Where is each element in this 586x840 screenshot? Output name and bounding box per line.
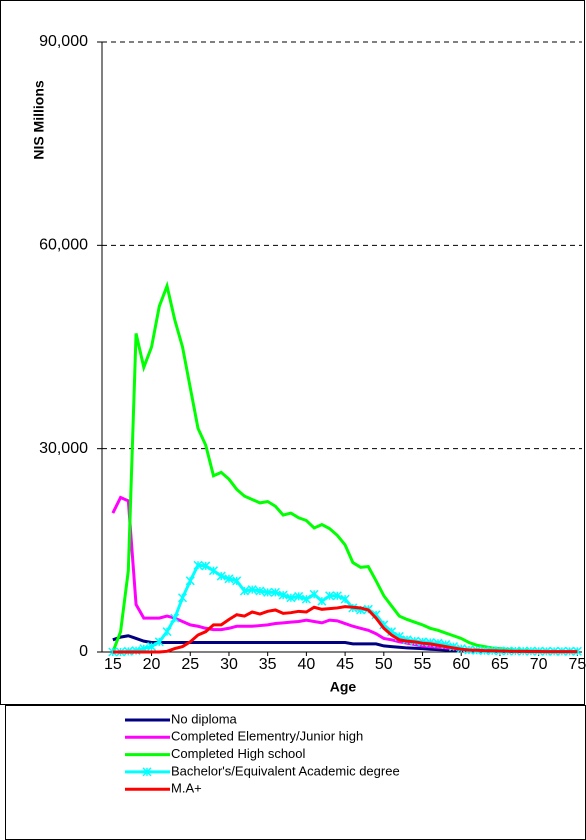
series-marker bbox=[294, 591, 304, 601]
legend-label: No diploma bbox=[171, 711, 238, 726]
legend-label: Bachelor's/Equivalent Academic degree bbox=[171, 763, 400, 778]
x-tick-label: 15 bbox=[104, 656, 122, 673]
series-marker bbox=[224, 574, 234, 584]
x-tick-label: 25 bbox=[181, 656, 199, 673]
series-line bbox=[112, 605, 578, 654]
series-marker bbox=[255, 586, 265, 596]
x-tick-label: 65 bbox=[491, 656, 509, 673]
series-marker bbox=[239, 586, 249, 596]
series-marker bbox=[232, 576, 242, 586]
x-tick-label: 50 bbox=[375, 656, 393, 673]
series-marker bbox=[162, 627, 172, 637]
x-tick-label: 45 bbox=[336, 656, 354, 673]
series-marker bbox=[216, 571, 226, 581]
x-tick-label: 70 bbox=[530, 656, 548, 673]
x-tick-label: 20 bbox=[143, 656, 161, 673]
legend-label: M.A+ bbox=[171, 781, 202, 796]
series-marker bbox=[185, 576, 195, 586]
x-tick-label: 35 bbox=[259, 656, 277, 673]
x-axis-label: Age bbox=[330, 679, 357, 695]
y-tick-label: 0 bbox=[79, 643, 88, 660]
legend-box bbox=[5, 705, 586, 840]
series-marker bbox=[147, 642, 157, 652]
x-tick-label: 30 bbox=[220, 656, 238, 673]
series-marker bbox=[201, 561, 211, 571]
series-marker bbox=[340, 594, 350, 604]
x-tick-label: 55 bbox=[414, 656, 432, 673]
series-marker bbox=[208, 566, 219, 576]
series-marker bbox=[309, 589, 319, 599]
x-tick-label: 40 bbox=[297, 656, 315, 673]
series-marker bbox=[325, 591, 335, 601]
y-tick-label: 30,000 bbox=[39, 440, 88, 457]
series-marker bbox=[317, 596, 327, 606]
y-tick-label: 60,000 bbox=[39, 237, 88, 254]
chart-frame bbox=[0, 0, 585, 705]
series-marker bbox=[572, 646, 582, 656]
legend-label: Completed High school bbox=[171, 746, 306, 761]
series-marker bbox=[270, 587, 280, 597]
series-marker bbox=[193, 560, 203, 570]
series-marker bbox=[332, 591, 342, 601]
legend-label: Completed Elementry/Junior high bbox=[171, 729, 363, 744]
series-marker bbox=[170, 613, 180, 623]
series-marker bbox=[177, 593, 188, 603]
series-marker bbox=[247, 585, 257, 595]
y-tick-label: 90,000 bbox=[39, 33, 88, 50]
series-marker bbox=[286, 593, 296, 603]
series-marker bbox=[301, 594, 311, 604]
series-marker bbox=[263, 587, 273, 597]
legend-marker bbox=[142, 767, 152, 777]
x-tick-label: 60 bbox=[452, 656, 470, 673]
x-tick-label: 75 bbox=[568, 656, 586, 673]
y-axis-label: NIS Millions bbox=[31, 80, 47, 160]
series-marker bbox=[154, 637, 164, 647]
series-marker bbox=[278, 590, 288, 600]
